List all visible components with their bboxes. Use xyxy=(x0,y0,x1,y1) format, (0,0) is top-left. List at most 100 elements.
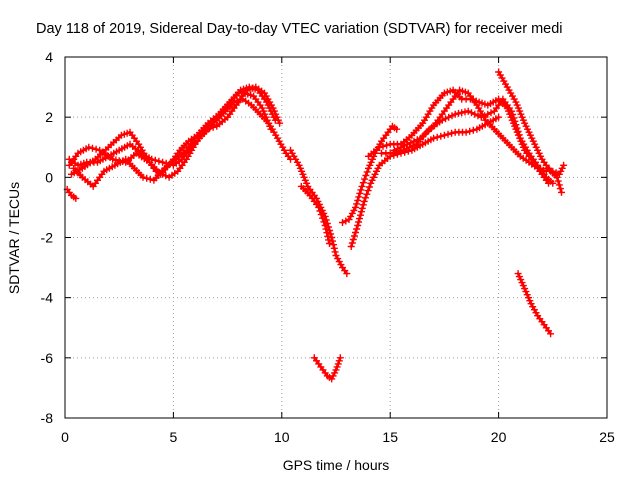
data-point-marker xyxy=(354,196,362,204)
data-point-marker xyxy=(112,156,120,164)
data-point-marker xyxy=(407,139,415,147)
x-axis-label: GPS time / hours xyxy=(283,457,390,473)
data-point-marker xyxy=(448,129,456,137)
data-point-marker xyxy=(357,208,365,216)
data-point-marker xyxy=(89,144,96,152)
data-point-marker xyxy=(554,177,562,185)
data-point-marker xyxy=(348,239,356,247)
series-line xyxy=(367,88,550,185)
data-point-marker xyxy=(474,112,482,120)
x-tick-label: 10 xyxy=(274,429,290,445)
data-point-marker xyxy=(487,109,495,117)
data-series xyxy=(63,68,568,383)
data-point-marker xyxy=(448,112,456,120)
series-line xyxy=(393,88,548,173)
data-point-marker xyxy=(303,179,311,187)
data-point-marker xyxy=(331,248,339,256)
data-point-marker xyxy=(329,241,337,249)
data-point-marker xyxy=(445,113,453,121)
series-track-6 xyxy=(287,146,351,278)
y-tick-label: -4 xyxy=(41,290,54,306)
data-point-marker xyxy=(549,167,557,175)
y-tick-label: 0 xyxy=(45,169,53,185)
data-point-marker xyxy=(359,201,367,209)
data-point-marker xyxy=(556,185,564,193)
data-point-marker xyxy=(358,204,366,212)
x-tick-label: 15 xyxy=(382,429,398,445)
data-point-marker xyxy=(383,141,391,149)
series-track-9 xyxy=(339,122,401,226)
data-point-marker xyxy=(357,186,365,194)
data-point-marker xyxy=(350,232,358,240)
data-point-marker xyxy=(404,140,411,148)
data-point-marker xyxy=(326,240,333,247)
data-point-marker xyxy=(359,179,367,187)
data-point-marker xyxy=(361,175,369,183)
data-point-marker xyxy=(159,158,167,166)
data-point-marker xyxy=(92,145,100,153)
data-point-marker xyxy=(547,330,555,338)
data-point-marker xyxy=(560,161,568,169)
data-point-marker xyxy=(379,142,387,150)
data-point-marker xyxy=(362,172,370,179)
series-track-3 xyxy=(70,89,275,190)
data-point-marker xyxy=(321,222,329,229)
data-point-marker xyxy=(330,244,338,252)
data-point-marker xyxy=(316,207,324,215)
data-point-marker xyxy=(334,360,342,368)
data-point-marker xyxy=(146,175,154,183)
data-point-marker xyxy=(464,107,472,115)
data-point-marker xyxy=(515,131,523,139)
data-point-marker xyxy=(364,187,372,195)
y-tick-label: -2 xyxy=(41,230,54,246)
data-point-marker xyxy=(352,229,359,236)
x-tick-labels: 0 5 10 15 20 25 xyxy=(61,429,615,445)
y-tick-label: -6 xyxy=(41,350,54,366)
series-track-16 xyxy=(514,270,555,338)
data-point-marker xyxy=(260,107,267,115)
data-point-marker xyxy=(508,107,516,115)
data-point-marker xyxy=(85,143,93,151)
y-tick-labels: -8 -6 -4 -2 0 2 4 xyxy=(41,49,54,426)
data-point-marker xyxy=(315,203,323,211)
data-point-marker xyxy=(391,146,398,154)
data-point-marker xyxy=(386,149,394,157)
data-point-marker xyxy=(546,166,553,174)
data-point-marker xyxy=(352,203,359,211)
data-point-marker xyxy=(363,190,371,198)
data-point-marker xyxy=(513,124,521,132)
data-point-marker xyxy=(323,229,331,237)
data-point-marker xyxy=(267,125,275,133)
data-point-marker xyxy=(267,107,275,115)
data-point-marker xyxy=(332,252,340,259)
series-track-4 xyxy=(65,83,279,178)
data-point-marker xyxy=(522,288,530,296)
series-track-13 xyxy=(391,86,550,175)
data-point-marker xyxy=(444,130,452,138)
series-track-15 xyxy=(542,161,568,178)
data-point-marker xyxy=(433,133,441,141)
data-point-marker xyxy=(469,126,477,134)
data-point-marker xyxy=(451,110,459,118)
x-tick-label: 0 xyxy=(61,429,69,445)
data-point-marker xyxy=(349,236,357,243)
data-point-marker xyxy=(400,142,408,150)
data-point-marker xyxy=(375,143,383,151)
data-point-marker xyxy=(512,121,520,129)
data-point-marker xyxy=(360,197,368,205)
data-point-marker xyxy=(397,143,405,151)
data-point-marker xyxy=(549,179,557,187)
chart-title: Day 118 of 2019, Sidereal Day-to-day VTE… xyxy=(36,21,563,37)
data-point-marker xyxy=(119,158,126,165)
data-point-marker xyxy=(355,193,363,201)
data-point-marker xyxy=(155,157,163,165)
data-point-marker xyxy=(437,132,445,140)
data-point-marker xyxy=(319,214,327,222)
data-point-marker xyxy=(362,194,369,202)
data-point-marker xyxy=(209,123,217,131)
series-track-7 xyxy=(297,182,333,247)
data-point-marker xyxy=(413,136,421,144)
data-point-marker xyxy=(461,108,469,116)
data-point-marker xyxy=(343,270,351,278)
data-point-marker xyxy=(324,232,332,240)
